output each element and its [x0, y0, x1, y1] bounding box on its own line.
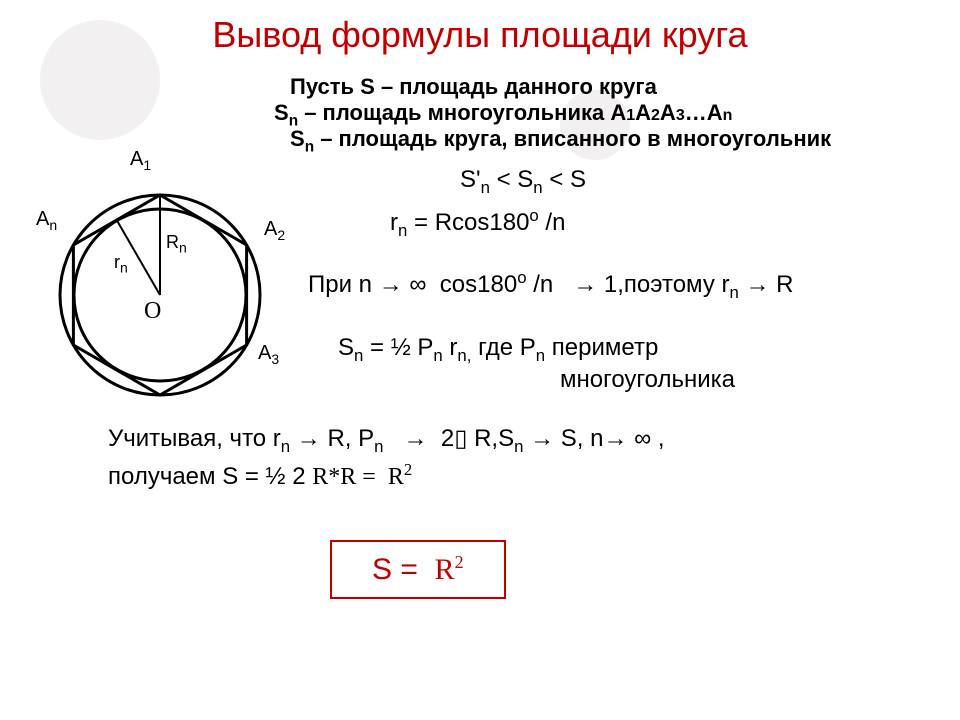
- intro-2-S: S: [274, 100, 289, 125]
- label-A1: А1: [130, 148, 151, 173]
- intro-1-S: S: [360, 74, 375, 99]
- deriv-2a: получаем S = ½ 2: [108, 463, 312, 490]
- intro-2-seq: 1: [626, 107, 635, 124]
- final-rhs: R: [435, 553, 455, 586]
- rn-formula: rn = Rcos180o /n: [390, 206, 565, 241]
- intro-line-3: Sn – площадь круга, вписанного в многоуг…: [290, 126, 831, 156]
- intro-1-prefix: Пусть: [290, 74, 360, 99]
- deriv-2b: R*R =: [312, 464, 388, 490]
- label-Rn: Rn: [166, 232, 187, 256]
- final-sup: 2: [455, 552, 464, 572]
- limit-line: При n → ∞ cos180o /n → 1,поэтому rn → R: [308, 268, 794, 303]
- deriv-2sup: 2: [404, 460, 412, 479]
- final-formula-box: S = R2: [330, 540, 506, 599]
- page-title: Вывод формулы площади круга: [0, 14, 960, 56]
- label-O: O: [144, 298, 161, 325]
- circle-diagram: [0, 135, 320, 455]
- intro-3-rest: – площадь круга, вписанного в многоуголь…: [314, 126, 831, 151]
- intro-line-1: Пусть S – площадь данного круга: [290, 74, 657, 100]
- sn-line-b: многоугольника: [560, 366, 735, 394]
- deriv-2c: R: [388, 464, 404, 490]
- sn-line-a: Sn = ½ Pn rn, где Pn периметр: [338, 334, 658, 366]
- intro-2-rest: – площадь многоугольника А: [298, 100, 626, 125]
- intro-1-rest: – площадь данного круга: [375, 74, 657, 99]
- label-rn: rn: [114, 252, 128, 276]
- label-A3: А3: [258, 342, 279, 367]
- final-lhs: S =: [372, 553, 426, 586]
- deriv-line-2: получаем S = ½ 2 R*R = R2: [108, 460, 412, 491]
- label-An: Аn: [36, 208, 57, 233]
- label-A2: А2: [264, 218, 285, 243]
- inequality: S'n < Sn < S: [460, 166, 586, 198]
